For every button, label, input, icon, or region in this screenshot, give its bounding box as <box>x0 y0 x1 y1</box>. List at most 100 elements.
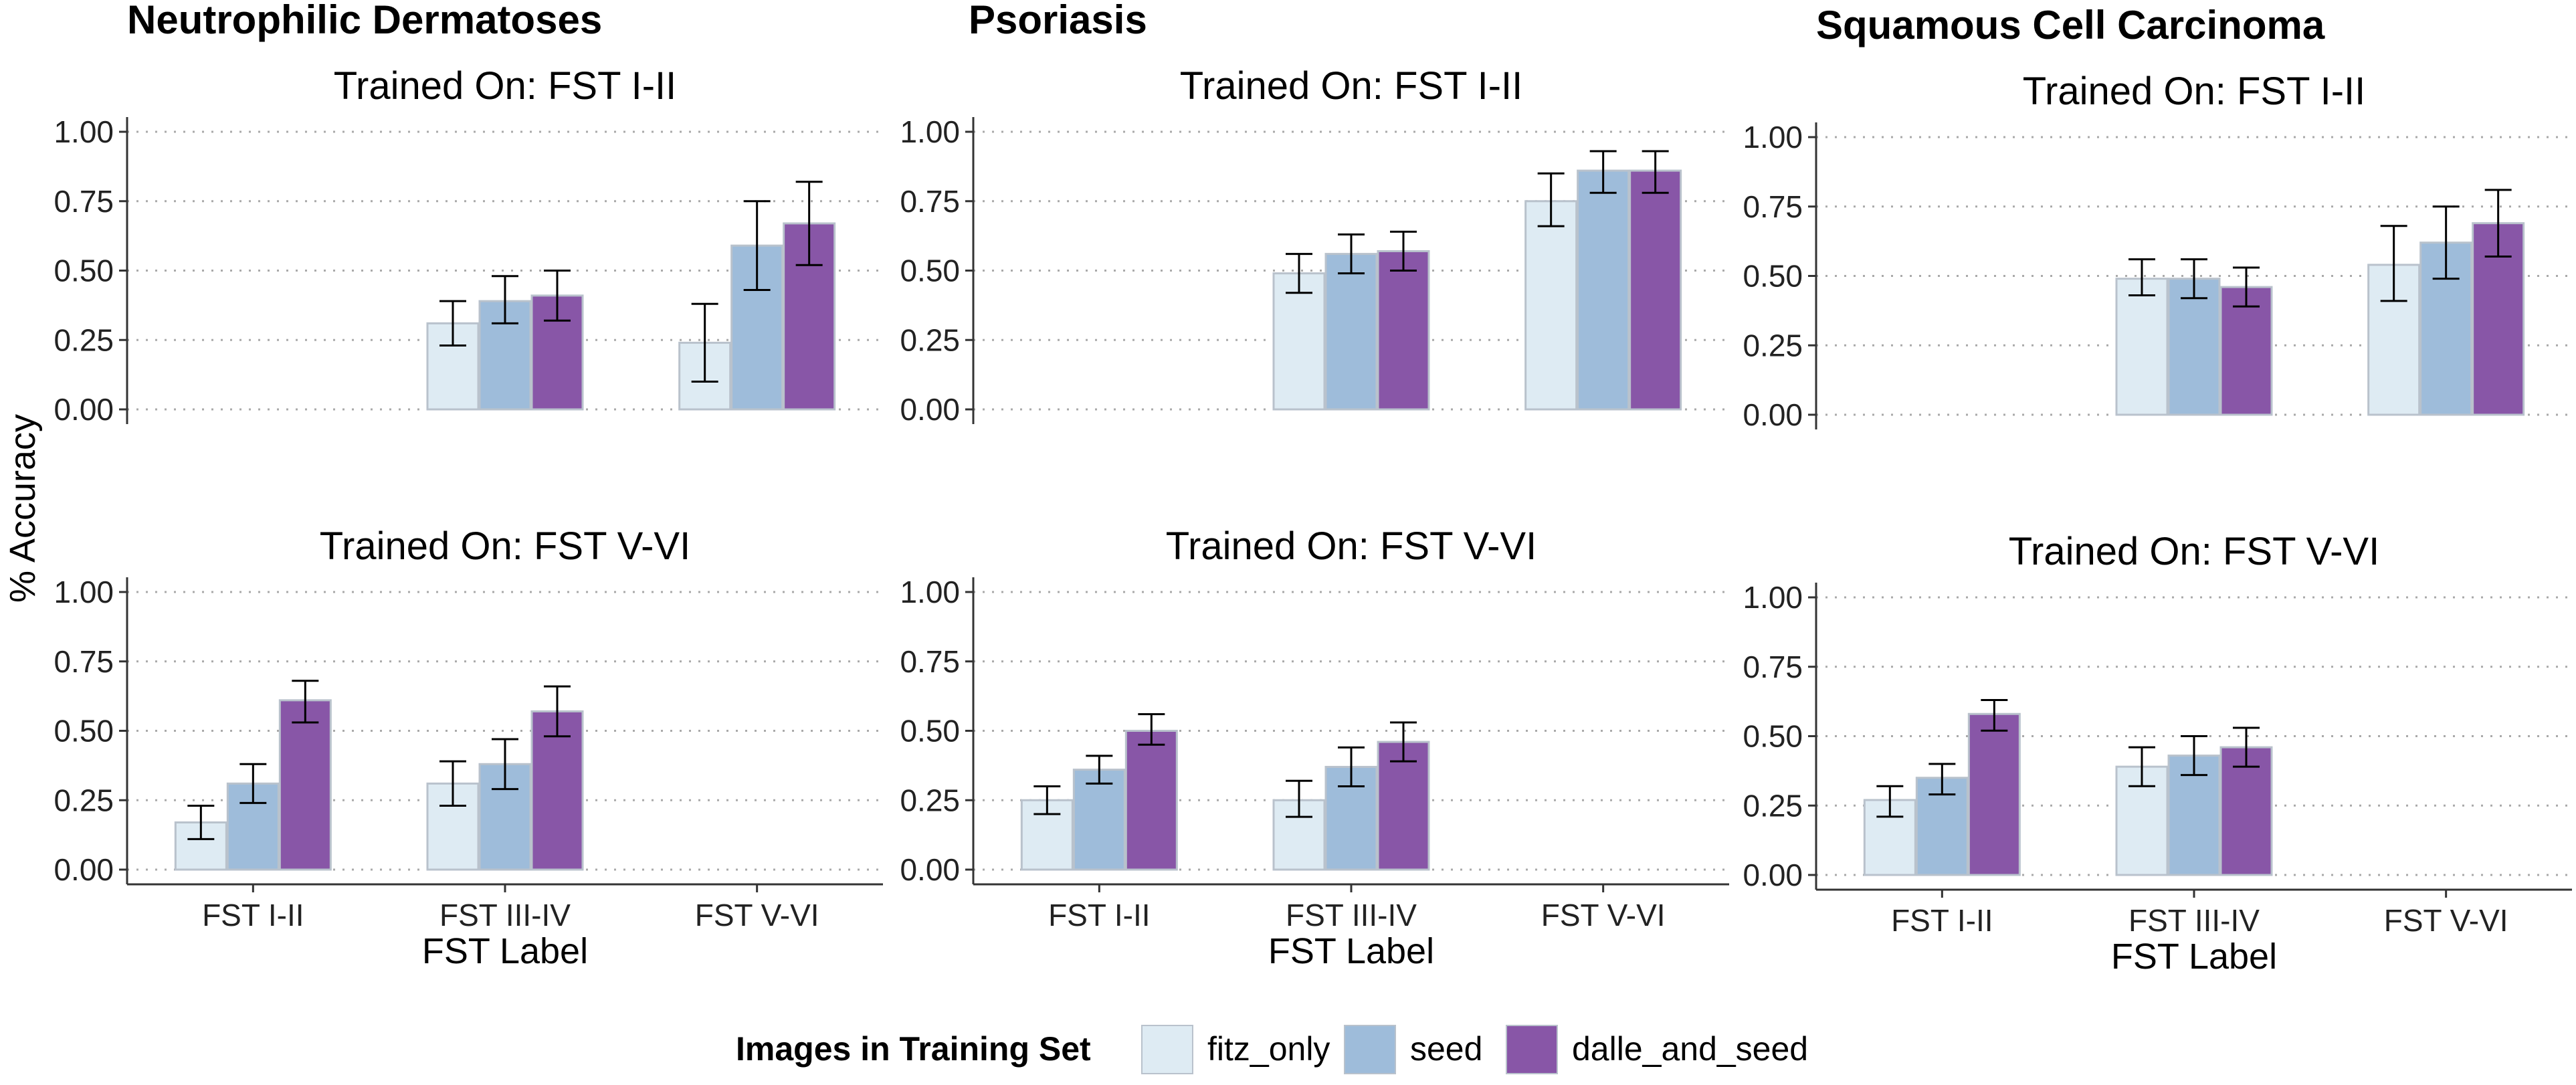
y-tick-label: 0.50 <box>1743 719 1803 754</box>
y-tick-label: 0.00 <box>1743 858 1803 892</box>
y-tick-label: 1.00 <box>1743 120 1803 155</box>
error-bar-seed-1 <box>2181 735 2207 777</box>
y-tick-label: 0.25 <box>900 322 960 357</box>
y-tick-label: 1.00 <box>900 114 960 149</box>
bar-dalle_and_seed-2 <box>1629 169 1682 411</box>
x-tick-label: FST I-II <box>1048 898 1151 932</box>
error-bar-fitz_only-1 <box>1286 253 1312 294</box>
facet-title: Trained On: FST V-VI <box>1166 524 1537 568</box>
y-tick-label: 0.75 <box>54 644 114 679</box>
y-axis-title: % Accuracy <box>3 414 43 603</box>
error-bar-dalle_and_seed-0 <box>292 680 319 724</box>
error-bar-fitz_only-0 <box>1033 785 1061 815</box>
error-bar-dalle_and_seed-2 <box>2484 189 2512 258</box>
panel-0-1: Trained On: FST V-VI 1.00 0.75 0.50 0.25 0.00… <box>54 524 883 971</box>
error-bar-dalle_and_seed-0 <box>1981 699 2008 732</box>
y-tick-label: 0.50 <box>900 254 960 288</box>
x-axis-title: FST Label <box>422 931 588 971</box>
legend-label-dalle_and_seed: dalle_and_seed <box>1572 1030 1808 1068</box>
error-bar-seed-2 <box>1589 150 1617 194</box>
panel-2-1: Trained On: FST V-VI 1.00 0.75 0.50 0.25 0.00… <box>1743 530 2572 977</box>
error-bar-fitz_only-2 <box>691 302 718 383</box>
y-tick-label: 0.75 <box>54 184 114 219</box>
x-axis-title: FST Label <box>2111 936 2277 977</box>
error-bar-dalle_and_seed-1 <box>2233 726 2260 768</box>
panel-1-1: Trained On: FST V-VI 1.00 0.75 0.50 0.25 0.00… <box>900 524 1729 971</box>
y-tick-label: 1.00 <box>900 575 960 609</box>
x-axis-title: FST Label <box>1268 931 1434 971</box>
error-bar-fitz_only-1 <box>439 760 466 807</box>
error-bar-fitz_only-0 <box>1876 785 1904 818</box>
panel-0-0: Trained On: FST I-II 1.00 0.75 0.50 0.25 0.00 <box>54 64 883 427</box>
y-tick-label: 0.25 <box>54 322 114 357</box>
y-tick-label: 0.00 <box>1743 397 1803 432</box>
y-tick-label: 0.50 <box>54 714 114 749</box>
bar-dalle_and_seed-1 <box>2219 746 2273 876</box>
x-tick-label: FST III-IV <box>2128 903 2260 938</box>
legend-swatch-seed <box>1344 1025 1396 1074</box>
x-tick-label: FST V-VI <box>695 898 819 932</box>
disease-title-0: Neutrophilic Dermatoses <box>127 0 602 42</box>
error-bar-seed-1 <box>1338 746 1365 787</box>
x-tick-label: FST I-II <box>202 898 304 932</box>
y-tick-label: 0.25 <box>1743 788 1803 823</box>
y-tick-label: 0.00 <box>54 392 114 427</box>
bar-seed-1 <box>2167 278 2221 416</box>
bar-dalle_and_seed-0 <box>1124 730 1178 871</box>
error-bar-dalle_and_seed-2 <box>795 181 823 266</box>
error-bar-dalle_and_seed-1 <box>1390 721 1417 763</box>
y-tick-label: 0.50 <box>54 254 114 288</box>
error-bar-dalle_and_seed-2 <box>1642 150 1669 194</box>
y-tick-label: 0.00 <box>900 392 960 427</box>
error-bar-seed-0 <box>1928 763 1956 796</box>
bar-dalle_and_seed-0 <box>1967 712 2021 876</box>
y-tick-label: 0.00 <box>54 852 114 887</box>
bar-dalle_and_seed-1 <box>2219 286 2273 416</box>
y-tick-label: 0.25 <box>900 783 960 817</box>
y-tick-label: 1.00 <box>54 114 114 149</box>
facet-title: Trained On: FST V-VI <box>2009 530 2379 573</box>
error-bar-fitz_only-0 <box>187 805 215 840</box>
error-bar-fitz_only-1 <box>439 300 466 347</box>
panel-1-0: Trained On: FST I-II 1.00 0.75 0.50 0.25 0.00 <box>900 64 1729 427</box>
x-tick-label: FST III-IV <box>1286 898 1417 932</box>
y-tick-label: 0.00 <box>900 852 960 887</box>
y-tick-label: 0.75 <box>1743 189 1803 224</box>
legend-swatch-dalle_and_seed <box>1506 1025 1558 1074</box>
y-tick-label: 0.75 <box>900 644 960 679</box>
y-tick-label: 0.50 <box>900 714 960 749</box>
y-tick-label: 1.00 <box>1743 580 1803 615</box>
panel-2-0: Trained On: FST I-II 1.00 0.75 0.50 0.25 0.00 <box>1743 70 2572 432</box>
y-tick-label: 0.25 <box>1743 328 1803 363</box>
legend-swatch-fitz_only <box>1141 1025 1193 1074</box>
y-tick-label: 0.25 <box>54 783 114 817</box>
error-bar-dalle_and_seed-1 <box>544 685 571 738</box>
error-bar-dalle_and_seed-1 <box>2233 266 2260 308</box>
error-bar-seed-0 <box>239 763 267 804</box>
x-tick-label: FST III-IV <box>439 898 571 932</box>
bar-fitz_only-2 <box>1524 200 1578 411</box>
error-bar-fitz_only-1 <box>2128 746 2155 787</box>
disease-title-1: Psoriasis <box>969 0 1147 42</box>
facet-title: Trained On: FST I-II <box>1180 64 1522 108</box>
error-bar-seed-2 <box>743 200 771 292</box>
bar-seed-2 <box>1577 169 1630 411</box>
y-tick-label: 0.75 <box>1743 650 1803 684</box>
bar-fitz_only-1 <box>2115 278 2169 416</box>
bar-dalle_and_seed-0 <box>278 699 332 871</box>
error-bar-dalle_and_seed-1 <box>544 270 571 322</box>
error-bar-seed-1 <box>1338 233 1365 275</box>
bar-seed-1 <box>1324 253 1378 411</box>
error-bar-fitz_only-1 <box>1286 779 1312 818</box>
bar-dalle_and_seed-1 <box>1377 250 1430 411</box>
facet-title: Trained On: FST I-II <box>2023 70 2365 113</box>
x-tick-label: FST V-VI <box>2384 903 2508 938</box>
error-bar-seed-2 <box>2432 205 2460 280</box>
error-bar-seed-1 <box>492 738 518 791</box>
x-tick-label: FST V-VI <box>1541 898 1666 932</box>
bar-dalle_and_seed-1 <box>1377 741 1430 871</box>
x-tick-label: FST I-II <box>1891 903 1993 938</box>
bar-seed-1 <box>2167 755 2221 876</box>
error-bar-fitz_only-2 <box>2380 225 2407 302</box>
